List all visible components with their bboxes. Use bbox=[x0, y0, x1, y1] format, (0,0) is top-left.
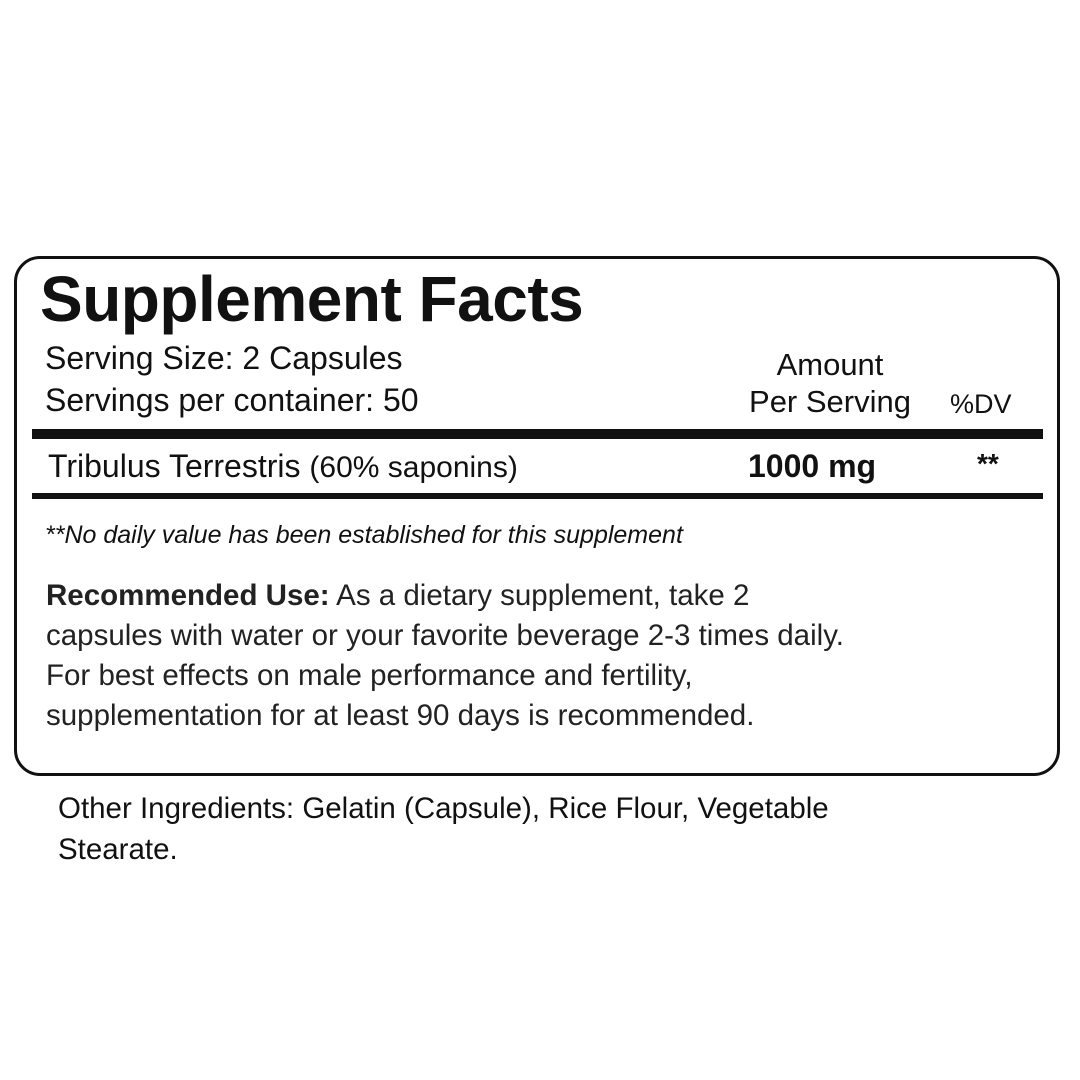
recommended-use: Recommended Use: As a dietary supplement… bbox=[46, 579, 844, 732]
divider bbox=[32, 493, 1043, 499]
thick-divider bbox=[32, 429, 1043, 439]
dv-header: %DV bbox=[950, 389, 1012, 419]
serving-size: Serving Size: 2 Capsules bbox=[45, 340, 403, 376]
amount-header: Amount bbox=[776, 347, 884, 382]
recommended-use-label: Recommended Use: bbox=[46, 579, 330, 612]
other-ingredients: Other Ingredients: Gelatin (Capsule), Ri… bbox=[58, 792, 829, 866]
supplement-facts-panel bbox=[14, 256, 1060, 776]
per-serving-header: Per Serving bbox=[749, 384, 911, 419]
ingredient-dv: ** bbox=[977, 448, 999, 479]
ingredient-name: Tribulus Terrestris (60% saponins) bbox=[48, 448, 518, 484]
footnote: **No daily value has been established fo… bbox=[45, 521, 683, 549]
ingredient-amount: 1000 mg bbox=[748, 448, 877, 484]
servings-per-container: Servings per container: 50 bbox=[45, 382, 419, 418]
panel-title: Supplement Facts bbox=[40, 263, 584, 335]
